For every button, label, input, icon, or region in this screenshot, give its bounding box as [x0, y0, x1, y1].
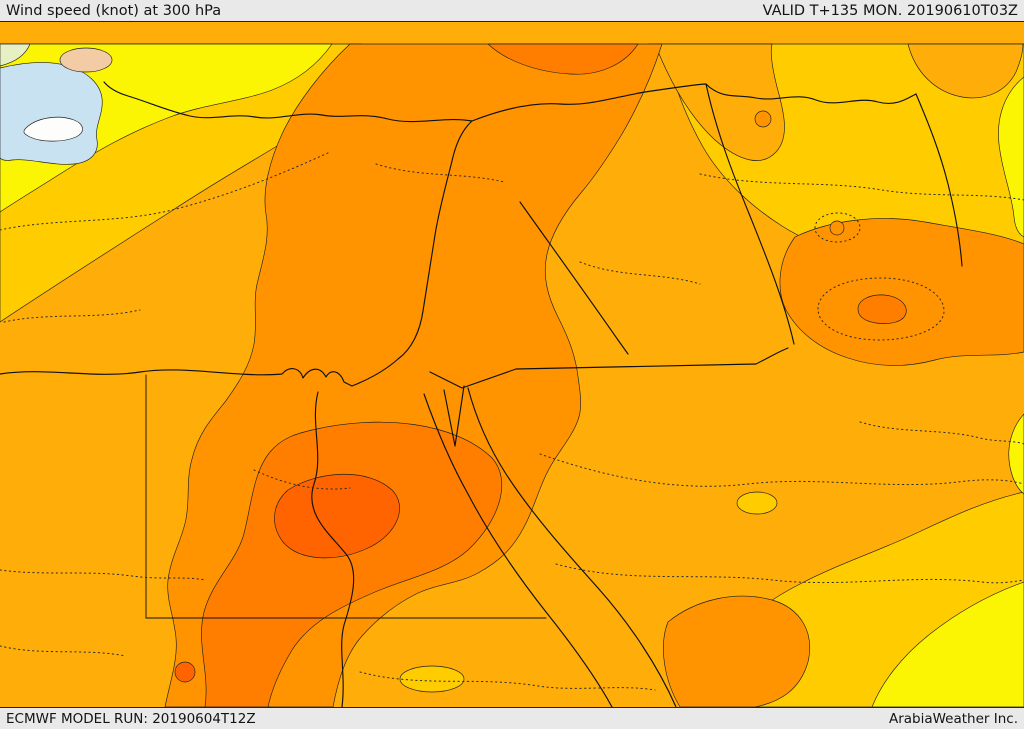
contour-core-spot [174, 661, 196, 683]
border-jordan-saudi [429, 368, 517, 389]
contour-deep-top-strip [487, 43, 639, 75]
dotted-contour-5 [0, 569, 206, 581]
contour-amber-patch-2 [399, 665, 465, 693]
contour-dark-bottom-patch [663, 595, 810, 707]
contour-amber-patch-1 [736, 491, 778, 515]
border-turkey-iran [915, 93, 963, 267]
contour-core-egypt-region [274, 473, 400, 559]
dotted-contour-14 [859, 421, 1024, 445]
red-sea-west-coast [423, 393, 613, 707]
dotted-contour-10 [375, 163, 505, 183]
contour-deep-east-spot [857, 294, 907, 324]
green-corner-patch [0, 43, 31, 67]
sinai-coast [443, 385, 465, 447]
border-syria-iraq [519, 201, 629, 355]
dotted-contour-8 [814, 212, 861, 243]
border-iraq-iran [705, 83, 795, 345]
contour-yellow-bottomright [871, 581, 1024, 707]
nile-river [311, 391, 355, 707]
contour-dark-spot-2 [829, 220, 845, 236]
red-sea-east-coast [467, 387, 677, 707]
contour-dark-east-region [779, 218, 1024, 366]
brand-label: ArabiaWeather Inc. [888, 710, 1018, 727]
coastline-med [0, 81, 473, 387]
wind-speed-contour-map [0, 22, 1024, 707]
map-area [0, 22, 1024, 707]
dotted-contour-2 [3, 309, 141, 323]
peach-patch [59, 47, 113, 73]
valid-time-label: VALID T+135 MON. 20190610T03Z [762, 2, 1018, 19]
contour-yellow-right-strip [998, 76, 1024, 238]
dotted-contour-9 [699, 173, 1024, 201]
dotted-contour-7 [817, 277, 945, 341]
island [23, 116, 83, 142]
sea-area [0, 62, 103, 165]
contour-yellow-right-strip-2 [1008, 413, 1024, 495]
dotted-contour-11 [0, 645, 127, 657]
dotted-contour-4 [555, 563, 1024, 584]
header-bar: Wind speed (knot) at 300 hPa VALID T+135… [0, 0, 1024, 22]
water-bodies [0, 43, 113, 165]
dotted-contours [0, 151, 1024, 691]
border-iraq-saudi [515, 347, 789, 370]
contour-orange-tongue-1 [654, 43, 785, 161]
dotted-contour-13 [579, 261, 701, 285]
contour-orange-tongue-2 [907, 43, 1024, 99]
footer-bar: ECMWF MODEL RUN: 20190604T12Z ArabiaWeat… [0, 707, 1024, 729]
map-title: Wind speed (knot) at 300 hPa [6, 2, 222, 19]
model-run-label: ECMWF MODEL RUN: 20190604T12Z [6, 710, 256, 727]
dotted-contour-12 [253, 469, 351, 490]
contour-fills [0, 22, 1024, 707]
border-turkey-syria-iraq [471, 83, 917, 122]
contour-dark-spot-1 [754, 110, 772, 128]
